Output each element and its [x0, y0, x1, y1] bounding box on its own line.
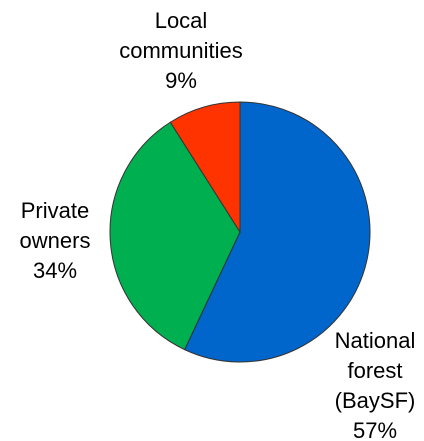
slice-label: Private owners — [20, 198, 91, 253]
slice-label: National forest (BaySF) — [335, 328, 416, 413]
slice-value-label: 34% — [33, 258, 77, 283]
pie-slice — [183, 101, 371, 363]
slice-value-label: 57% — [353, 418, 397, 441]
pie-slice — [169, 101, 241, 234]
slice-label: Local communities — [119, 8, 242, 63]
pie-slice — [109, 121, 241, 351]
slice-value-label: 9% — [165, 68, 197, 93]
